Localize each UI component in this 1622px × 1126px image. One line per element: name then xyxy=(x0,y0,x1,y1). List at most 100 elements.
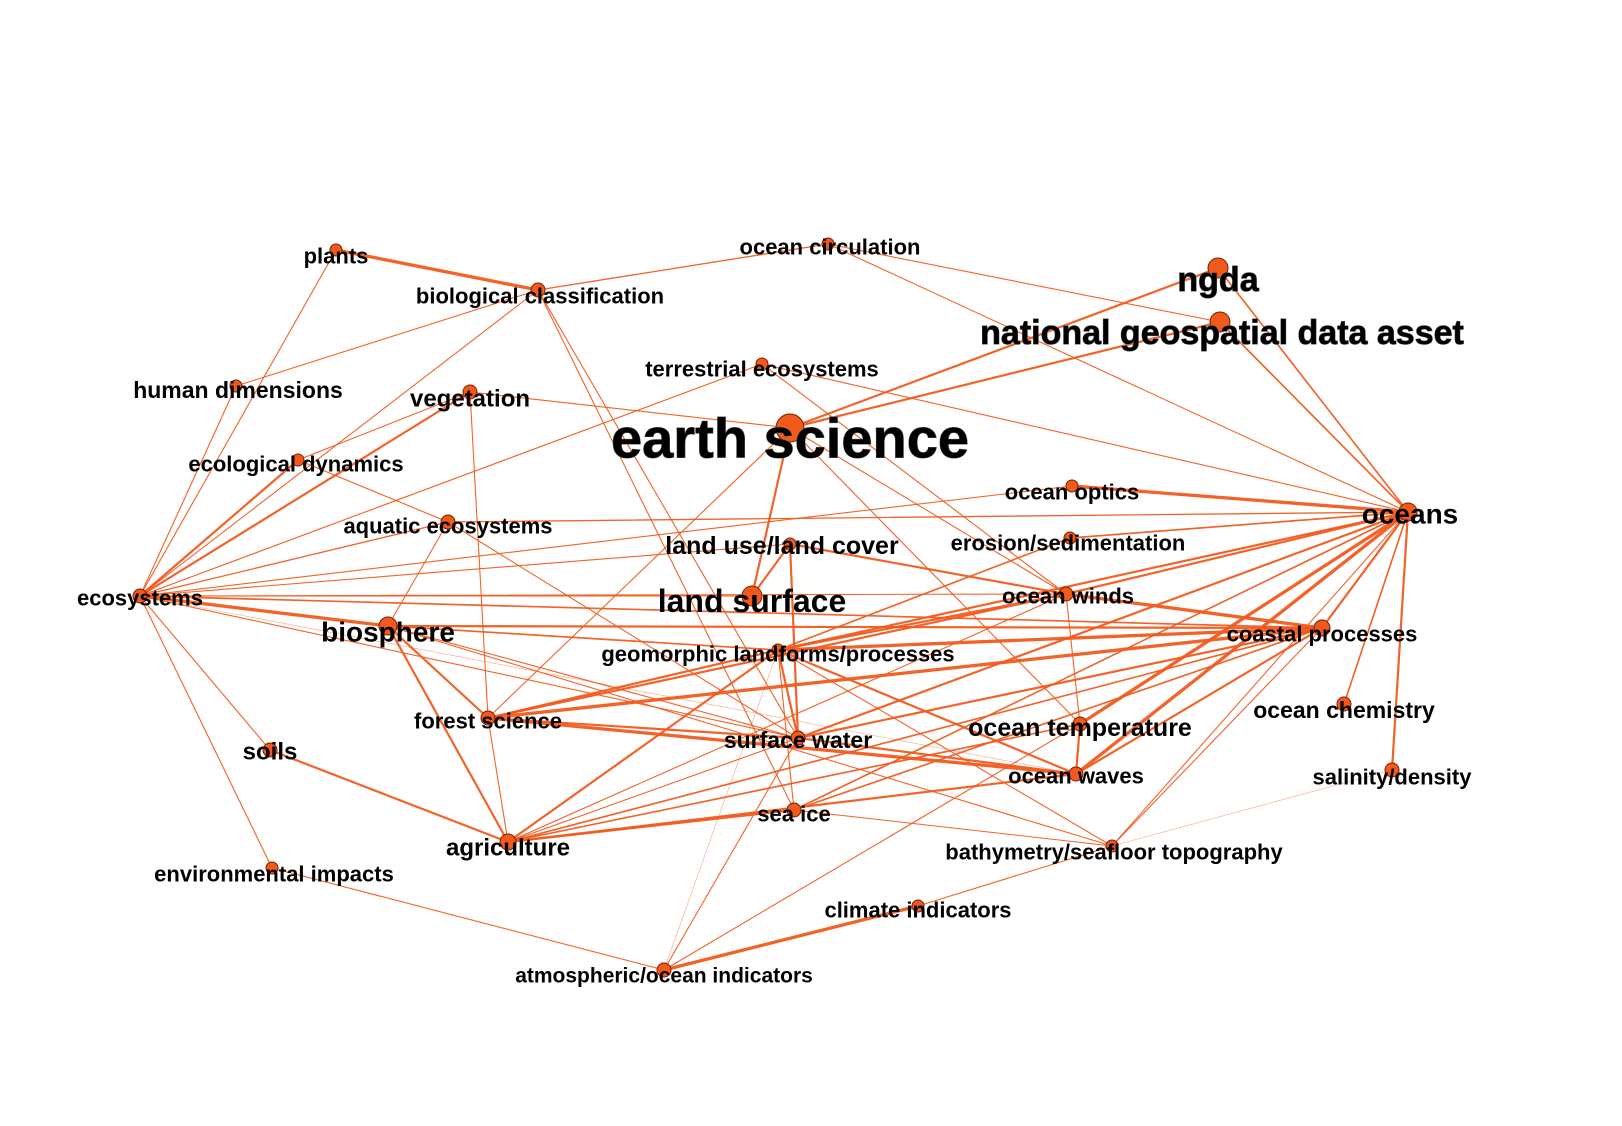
node-ocean_chem[interactable] xyxy=(1336,696,1352,712)
node-salinity[interactable] xyxy=(1384,762,1400,778)
edge-terr_eco-ecosystems xyxy=(139,363,763,597)
edge-aquatic_eco-oceans xyxy=(447,511,1409,523)
edge-plants-bio_class xyxy=(334,248,540,292)
edge-terr_eco-oceans xyxy=(761,363,1409,513)
node-atm_ocean_ind[interactable] xyxy=(656,962,672,978)
node-label-forest: forest science xyxy=(414,709,562,734)
edge-land_use-ocean_winds xyxy=(788,542,1068,596)
edge-bio_class-human_dim xyxy=(235,289,539,387)
node-label-bio_class: biological classification xyxy=(416,284,664,309)
node-label-land_use: land use/land cover xyxy=(665,532,899,560)
node-sea_ice[interactable] xyxy=(786,802,802,818)
edge-plants-ecosystems xyxy=(139,249,337,597)
node-ocean_optics[interactable] xyxy=(1065,479,1079,493)
node-label-oceans: oceans xyxy=(1362,499,1459,530)
edge-vegetation-eco_dyn xyxy=(297,391,471,461)
node-label-atm_ocean_ind: atmospheric/ocean indicators xyxy=(515,965,813,988)
node-label-vegetation: vegetation xyxy=(410,386,530,413)
node-biosphere[interactable] xyxy=(378,616,398,636)
edge-erosion-oceans xyxy=(1069,511,1409,539)
edge-land_use-surface_water xyxy=(788,542,800,740)
edge-land_use-land_surface xyxy=(750,542,792,598)
node-label-soils: soils xyxy=(243,739,298,766)
node-forest[interactable] xyxy=(480,710,496,726)
edge-biosphere-forest xyxy=(386,624,490,720)
node-coastal[interactable] xyxy=(1313,619,1331,637)
node-surface_water[interactable] xyxy=(790,730,806,746)
node-label-terr_eco: terrestrial ecosystems xyxy=(645,357,879,382)
node-label-aquatic_eco: aquatic ecosystems xyxy=(343,514,552,539)
edge-atm_ocean_ind-surface_water xyxy=(663,737,799,971)
edge-ngda-earth_science xyxy=(788,266,1220,430)
edge-ocean_winds-oceans xyxy=(1064,510,1410,596)
edge-aquatic_eco-eco_dyn xyxy=(297,459,449,523)
edge-earth_science-vegetation xyxy=(469,391,791,429)
node-label-sea_ice: sea ice xyxy=(757,802,830,827)
edge-human_dim-ecosystems xyxy=(139,385,237,597)
edge-forest-agriculture xyxy=(487,717,509,843)
edge-sea_ice-bathymetry xyxy=(793,809,1113,847)
node-label-ocean_waves: ocean waves xyxy=(1008,764,1144,789)
node-ocean_temp[interactable] xyxy=(1072,716,1088,732)
edge-land_use-ecosystems xyxy=(139,543,791,597)
edge-bathymetry-biosphere xyxy=(387,625,1113,847)
node-land_use[interactable] xyxy=(783,537,797,551)
node-agriculture[interactable] xyxy=(499,833,517,851)
node-bathymetry[interactable] xyxy=(1105,839,1119,853)
node-label-plants: plants xyxy=(304,244,369,269)
edge-sea_ice-agriculture xyxy=(506,808,796,844)
node-ocean_waves[interactable] xyxy=(1068,766,1084,782)
node-label-erosion: erosion/sedimentation xyxy=(951,531,1186,556)
label-layer: earth science ngda national geospatial dat… xyxy=(77,235,1472,988)
edge-eco_dyn-ecosystems xyxy=(138,458,300,598)
node-label-biosphere: biosphere xyxy=(321,617,455,648)
node-human_dim[interactable] xyxy=(229,379,243,393)
edge-surface_water-agriculture xyxy=(507,737,799,843)
node-label-coastal: coastal processes xyxy=(1227,622,1418,647)
edge-oceans-sea_ice xyxy=(793,511,1409,811)
node-label-eco_dyn: ecological dynamics xyxy=(188,452,403,477)
edge-bathymetry-salinity xyxy=(1111,769,1393,847)
node-label-ocean_chem: ocean chemistry xyxy=(1253,697,1435,723)
edge-bathymetry-climate_ind xyxy=(917,845,1113,907)
node-vegetation[interactable] xyxy=(462,384,478,400)
edge-terr_eco-ocean_winds xyxy=(761,363,1067,595)
node-plants[interactable] xyxy=(329,243,343,257)
node-env_impacts[interactable] xyxy=(265,861,279,875)
edge-layer xyxy=(138,243,1410,972)
edge-vegetation-forest xyxy=(469,391,489,719)
node-erosion[interactable] xyxy=(1063,531,1077,545)
edge-climate_ind-atm_ocean_ind xyxy=(662,904,920,972)
edge-oceans-ocean_temp xyxy=(1078,510,1410,726)
node-soils[interactable] xyxy=(262,742,278,758)
node-terr_eco[interactable] xyxy=(755,357,769,371)
node-bio_class[interactable] xyxy=(530,282,546,298)
node-aquatic_eco[interactable] xyxy=(440,514,456,530)
edge-earth_science-ocean_winds xyxy=(789,427,1067,595)
node-ngda[interactable] xyxy=(1207,257,1229,279)
edge-aquatic_eco-surface_water xyxy=(447,521,799,739)
node-label-salinity: salinity/density xyxy=(1313,765,1473,790)
node-geomorphic[interactable] xyxy=(771,643,785,657)
edge-soils-agriculture xyxy=(268,748,510,844)
node-label-surface_water: surface water xyxy=(724,727,872,753)
node-eco_dyn[interactable] xyxy=(291,453,305,467)
node-climate_ind[interactable] xyxy=(911,899,925,913)
edge-earth_science-land_surface xyxy=(750,426,792,598)
node-oceans[interactable] xyxy=(1398,502,1418,522)
node-ocean_winds[interactable] xyxy=(1058,586,1074,602)
edge-geomorphic-ocean_waves xyxy=(776,648,1078,776)
edge-coastal-ocean_waves xyxy=(1074,626,1324,776)
edge-coastal-sea_ice xyxy=(793,627,1323,811)
edge-ocean_winds-agriculture xyxy=(507,593,1067,843)
node-label-ecosystems: ecosystems xyxy=(77,586,203,611)
node-ngda_full[interactable] xyxy=(1209,311,1231,333)
node-ecosystems[interactable] xyxy=(132,588,148,604)
node-land_surface[interactable] xyxy=(741,585,763,607)
edge-ecosystems-env_impacts xyxy=(139,595,273,869)
node-label-earth_science: earth science xyxy=(611,407,969,470)
edge-oceans-geomorphic xyxy=(776,510,1410,652)
node-earth_science[interactable] xyxy=(775,413,805,443)
node-ocean_circulation[interactable] xyxy=(821,237,835,251)
